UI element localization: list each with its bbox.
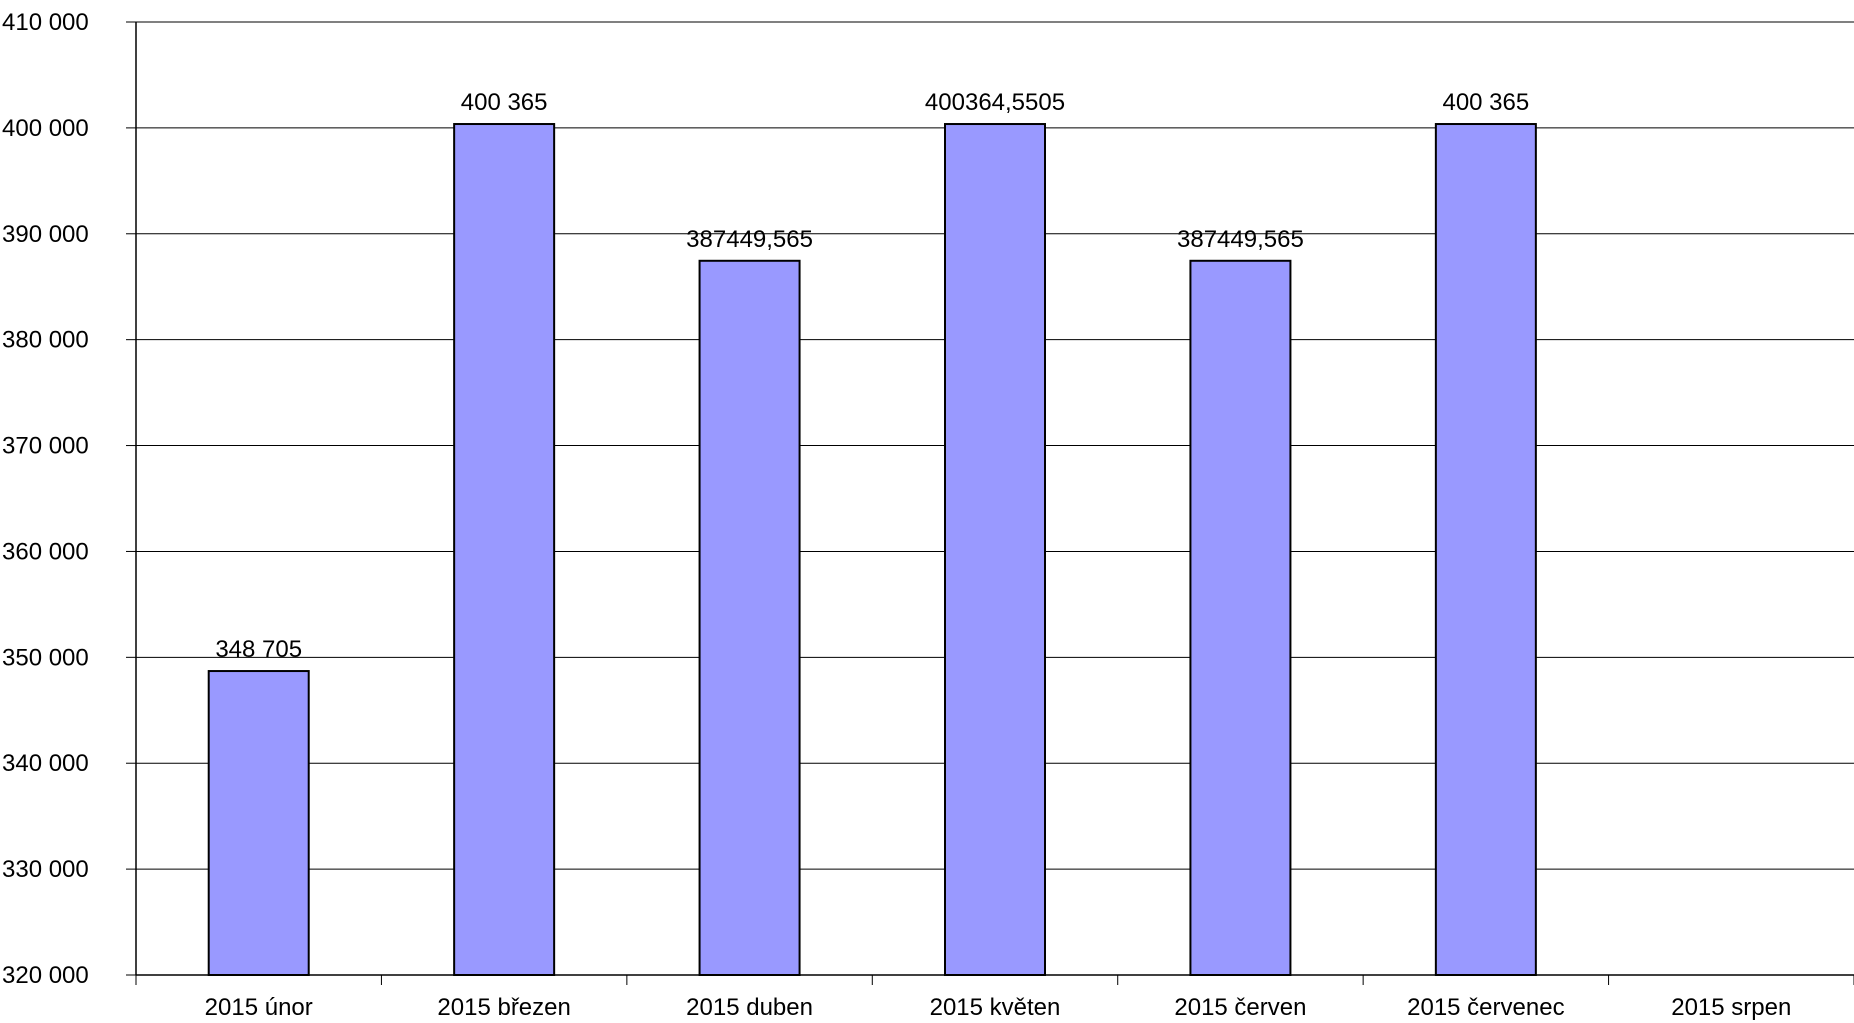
x-category-label: 2015 srpen — [1671, 994, 1791, 1021]
data-label: 348 705 — [215, 636, 302, 663]
y-tick-label: 320 000 — [2, 962, 89, 989]
y-axis-tick-labels: 320 000 330 000 340 000 350 000 360 000 370 0… — [2, 9, 89, 989]
bar — [1189, 259, 1292, 976]
bar — [944, 123, 1046, 977]
data-label: 387449,565 — [1177, 226, 1304, 253]
axes — [126, 21, 1854, 985]
x-category-label: 2015 červenec — [1407, 994, 1564, 1021]
y-tick-label: 390 000 — [2, 221, 89, 248]
y-tick-label: 350 000 — [2, 644, 89, 671]
x-category-label: 2015 březen — [437, 994, 570, 1021]
y-tick-label: 400 000 — [2, 115, 89, 142]
bar — [207, 670, 310, 976]
bar — [453, 123, 556, 977]
y-tick-label: 370 000 — [2, 433, 89, 460]
bars — [207, 123, 1537, 977]
y-tick-label: 380 000 — [2, 327, 89, 354]
x-category-label: 2015 květen — [930, 994, 1061, 1021]
bar — [698, 259, 801, 976]
data-label: 387449,565 — [686, 226, 813, 253]
x-category-label: 2015 duben — [686, 994, 813, 1021]
x-axis-category-labels: 2015 únor 2015 březen 2015 duben 2015 květe… — [205, 994, 1792, 1021]
y-tick-label: 360 000 — [2, 538, 89, 565]
data-label: 400 365 — [461, 89, 548, 116]
data-label: 400 365 — [1442, 89, 1529, 116]
y-tick-label: 330 000 — [2, 856, 89, 883]
y-tick-label: 410 000 — [2, 9, 89, 36]
data-label: 400364,5505 — [925, 89, 1065, 116]
x-category-label: 2015 červen — [1174, 994, 1306, 1021]
x-category-label: 2015 únor — [205, 994, 313, 1021]
y-tick-label: 340 000 — [2, 750, 89, 777]
bar — [1434, 123, 1537, 977]
data-labels: 348 705 400 365 387449,565 400364,5505 38744… — [215, 89, 1529, 663]
